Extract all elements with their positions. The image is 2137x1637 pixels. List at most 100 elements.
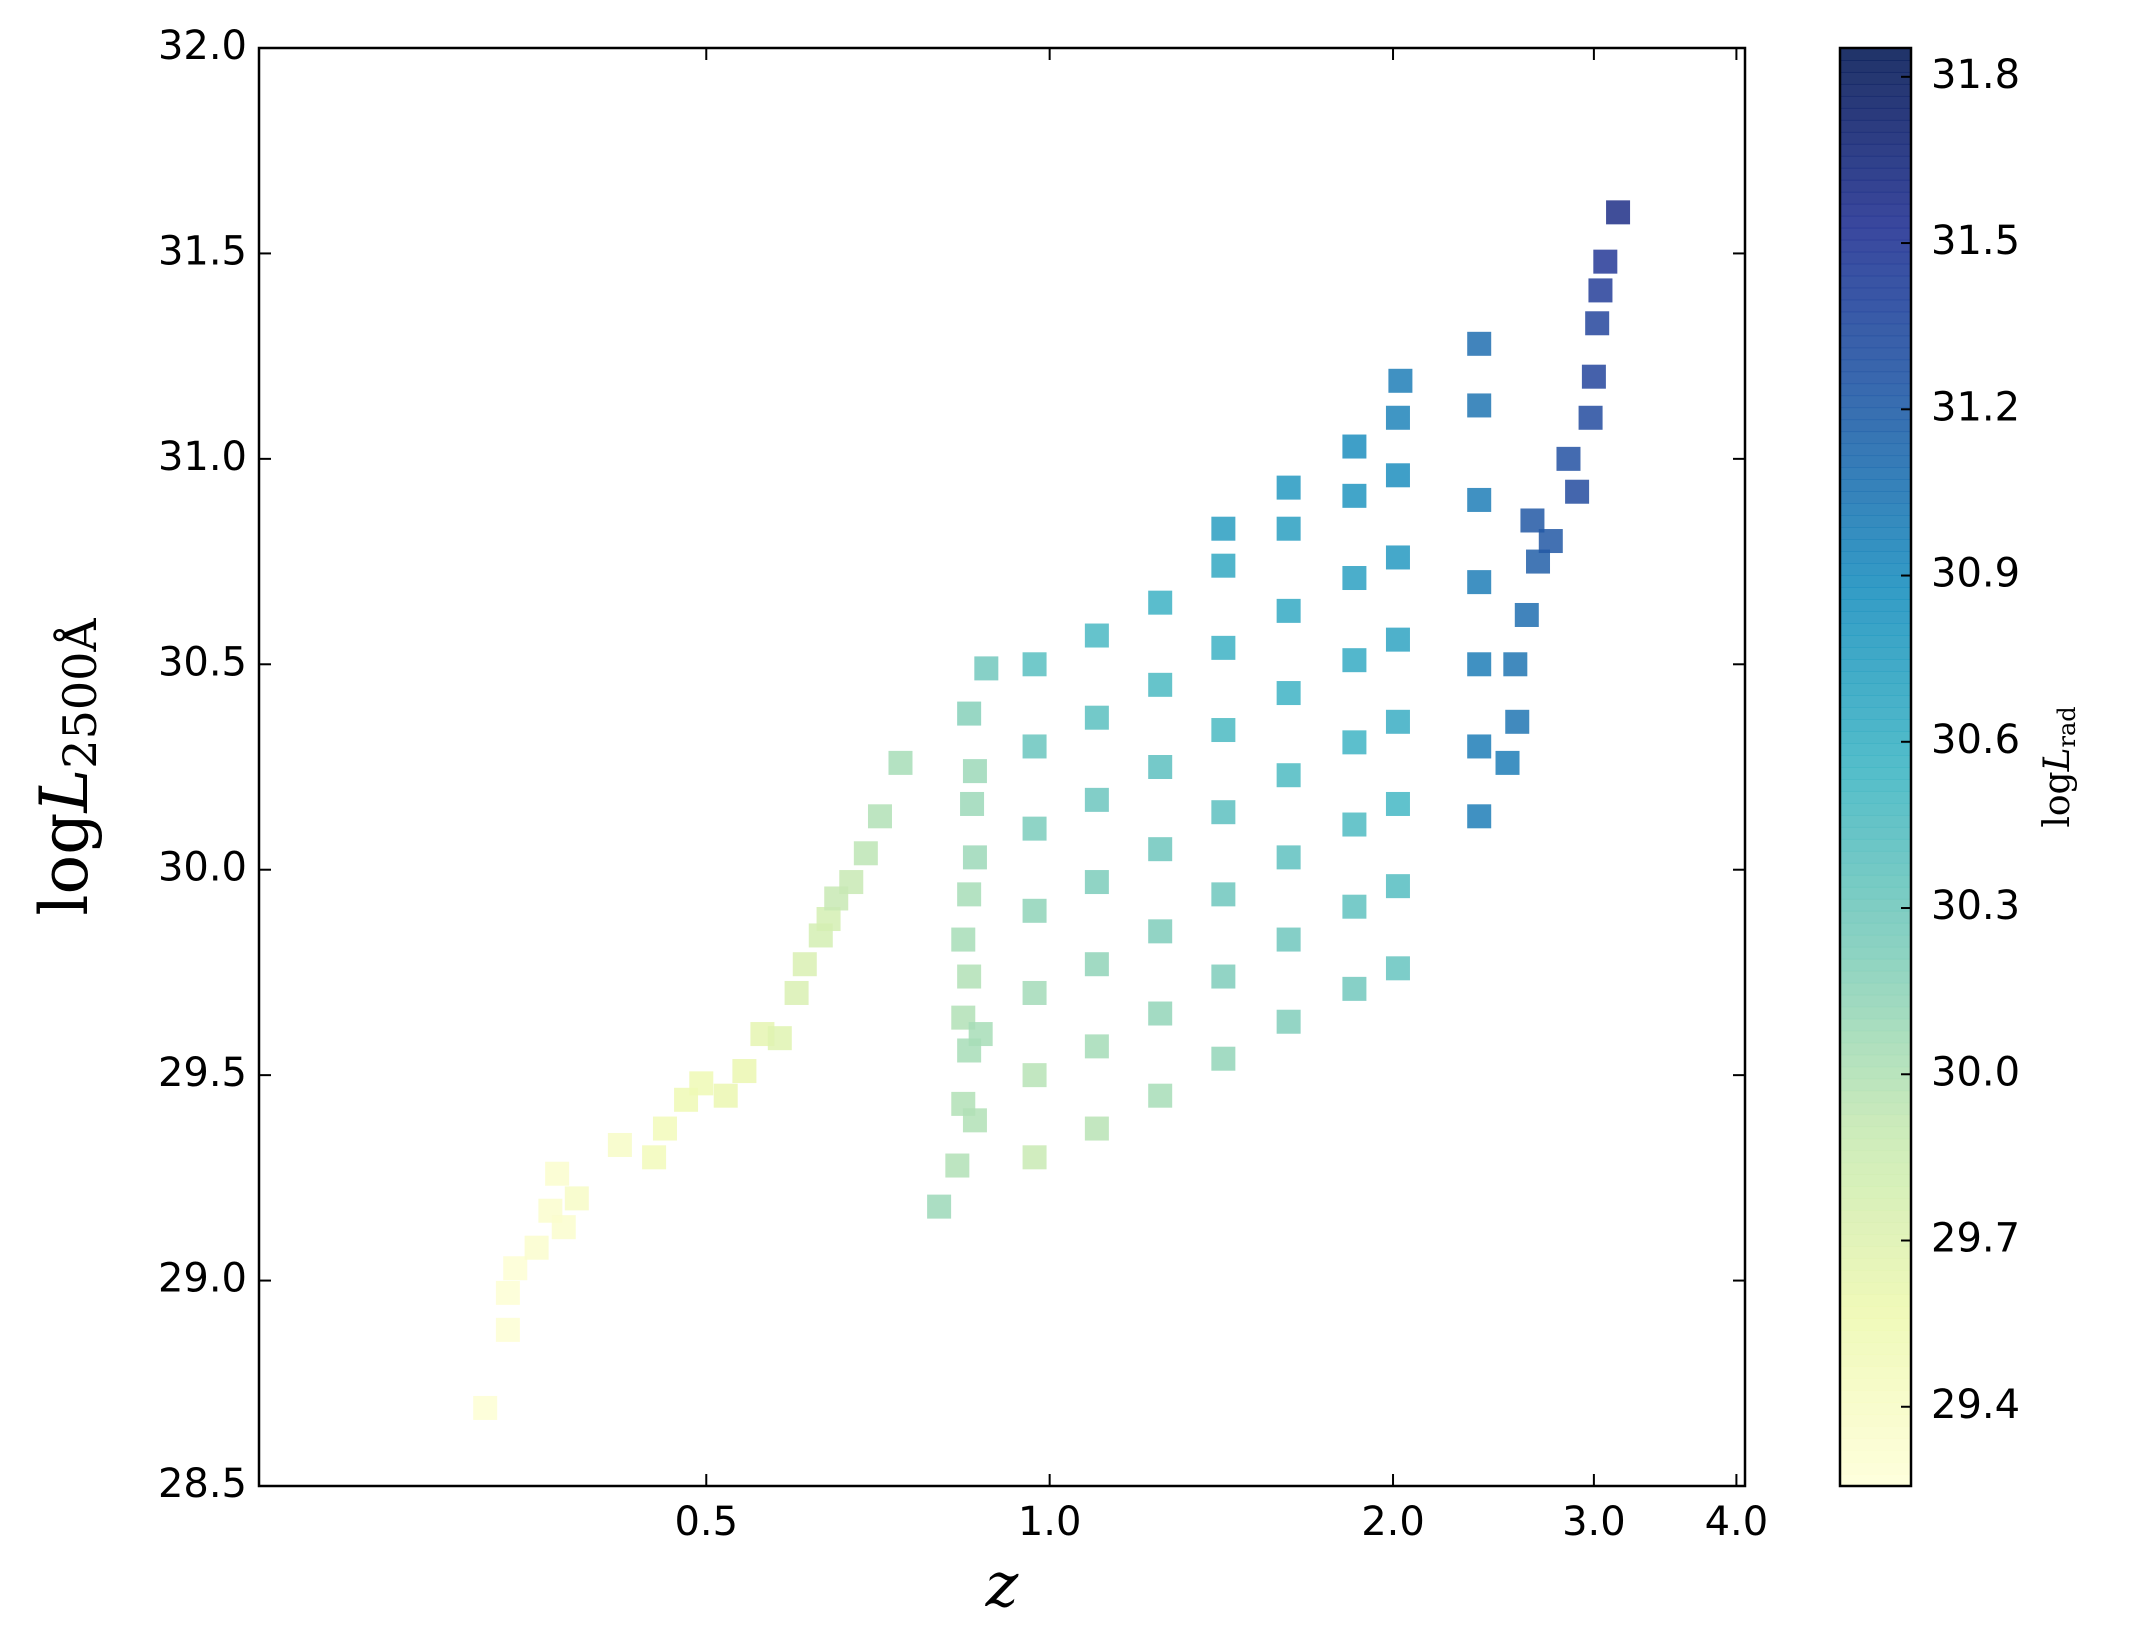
colorbar-segment <box>1840 1306 1911 1319</box>
point <box>853 841 878 866</box>
point <box>732 1059 757 1084</box>
colorbar-segment <box>1840 1066 1911 1080</box>
point <box>1385 545 1410 570</box>
colorbar-segment <box>1840 131 1911 145</box>
colorbar-segment <box>1840 838 1911 852</box>
point <box>1084 870 1109 895</box>
point <box>1581 364 1606 389</box>
colorbar-segment <box>1840 1366 1911 1379</box>
colorbar-segment <box>1840 359 1911 373</box>
point <box>1022 816 1047 841</box>
colorbar-tick-label: 31.8 <box>1931 52 2020 98</box>
point <box>1148 837 1173 862</box>
point <box>652 1116 677 1141</box>
colorbar-segment <box>1840 407 1911 421</box>
colorbar-segment <box>1840 1330 1911 1343</box>
point <box>767 1026 792 1051</box>
point <box>1342 730 1367 755</box>
point <box>962 1108 987 1133</box>
point <box>607 1132 632 1157</box>
colorbar-segment <box>1840 515 1911 528</box>
colorbar-segment <box>1840 958 1911 972</box>
point <box>1342 483 1367 508</box>
point <box>784 980 809 1005</box>
colorbar-segment <box>1840 910 1911 924</box>
point <box>1276 845 1301 870</box>
colorbar-segment <box>1840 371 1911 385</box>
colorbar-segment <box>1840 431 1911 445</box>
y-tick-label: 31.0 <box>158 434 247 480</box>
plot-area <box>473 200 1631 1420</box>
point <box>1022 898 1047 923</box>
colorbar-segment <box>1840 311 1911 325</box>
y-label-log: log <box>26 813 103 916</box>
y-tick-label: 29.5 <box>158 1050 247 1096</box>
point <box>1148 672 1173 697</box>
point <box>1211 553 1236 578</box>
colorbar-segment <box>1840 263 1911 277</box>
point <box>1342 976 1367 1001</box>
point <box>1022 734 1047 759</box>
point <box>816 907 841 932</box>
point <box>1385 791 1410 816</box>
point <box>1388 368 1413 393</box>
colorbar-segment <box>1840 275 1911 289</box>
colorbar-segment <box>1840 419 1911 433</box>
colorbar-segment <box>1840 227 1911 241</box>
colorbar-segment <box>1840 191 1911 205</box>
colorbar-segment <box>1840 287 1911 301</box>
colorbar-segment <box>1840 946 1911 960</box>
colorbar-segment <box>1840 299 1911 313</box>
colorbar-segment <box>1840 778 1911 792</box>
colorbar-segment <box>1840 1222 1911 1235</box>
colorbar-segment <box>1840 790 1911 804</box>
point <box>1022 1063 1047 1088</box>
colorbar-segment <box>1840 1042 1911 1056</box>
point <box>1556 446 1581 471</box>
point <box>1342 434 1367 459</box>
colorbar-segment <box>1840 1126 1911 1140</box>
colorbar-segment <box>1840 539 1911 552</box>
y-tick-label: 28.5 <box>158 1461 247 1507</box>
colorbar-segment <box>1840 59 1911 73</box>
colorbar-segment <box>1840 1462 1911 1475</box>
colorbar-segment <box>1840 611 1911 624</box>
colorbar-segment <box>1840 1054 1911 1068</box>
colorbar-segment <box>1840 179 1911 193</box>
colorbar-segment <box>1840 587 1911 600</box>
x-tick-label: 4.0 <box>1705 1499 1769 1545</box>
colorbar-segment <box>1840 563 1911 576</box>
point <box>1276 475 1301 500</box>
colorbar-segment <box>1840 1342 1911 1355</box>
colorbar-segment <box>1840 251 1911 265</box>
point <box>839 870 864 895</box>
colorbar-segment <box>1840 635 1911 648</box>
y-label-symbol: L <box>26 769 103 814</box>
point <box>1084 1034 1109 1059</box>
point <box>962 845 987 870</box>
point <box>1022 1145 1047 1170</box>
point <box>1467 331 1492 356</box>
colorbar-segment <box>1840 479 1911 492</box>
y-tick-label: 30.0 <box>158 845 247 891</box>
colorbar-segment <box>1840 982 1911 996</box>
point <box>1276 763 1301 788</box>
colorbar-segment <box>1840 527 1911 540</box>
point <box>1342 812 1367 837</box>
point <box>551 1215 576 1240</box>
plot-frame <box>257 46 1747 1488</box>
point <box>1467 734 1492 759</box>
point <box>1538 529 1563 554</box>
y-label-subscript: 2500Å <box>52 618 107 769</box>
colorbar-segment <box>1840 1450 1911 1463</box>
colorbar-segment <box>1840 1294 1911 1307</box>
colorbar-tick-label: 31.2 <box>1931 384 2020 430</box>
point <box>962 759 987 784</box>
point <box>1211 1046 1236 1071</box>
point <box>927 1194 952 1219</box>
point <box>1342 648 1367 673</box>
colorbar-segment <box>1840 1102 1911 1116</box>
point <box>1148 590 1173 615</box>
colorbar-segment <box>1840 767 1911 780</box>
colorbar-segment <box>1840 467 1911 480</box>
